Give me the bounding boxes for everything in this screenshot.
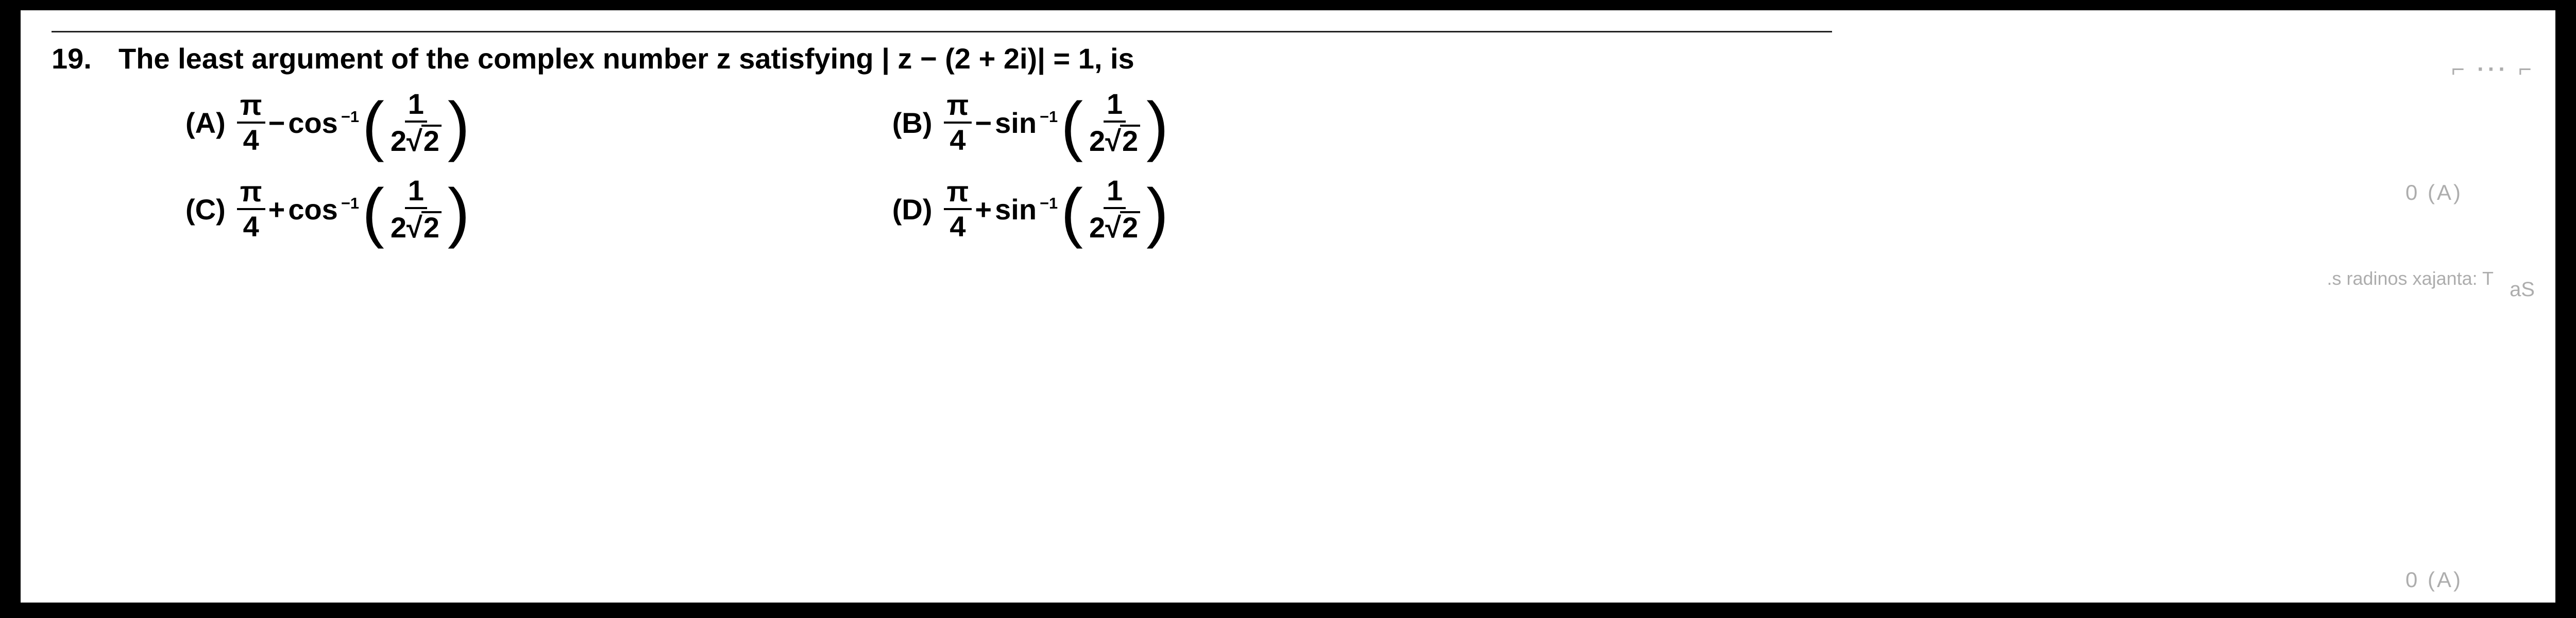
option-b-label: (B): [892, 106, 933, 140]
pi: π: [237, 91, 265, 124]
four-c: 4: [240, 210, 262, 241]
op-minus: −: [268, 106, 285, 140]
options-block: (A) π 4 − cos−1 ( 1 2√2 ): [185, 90, 2524, 242]
pi-over-4-c: π 4: [237, 177, 265, 241]
fn-cos-c: cos: [288, 193, 338, 226]
root-sym: √: [406, 127, 422, 156]
option-b: (B) π 4 − sin−1 ( 1 2√2 ): [892, 90, 1168, 156]
pi-over-4-b: π 4: [944, 91, 972, 154]
root-sym-c: √: [406, 213, 422, 242]
option-d: (D) π 4 + sin−1 ( 1 2√2 ): [892, 176, 1168, 242]
top-rule: [52, 31, 1832, 32]
sqrt-icon: √2: [406, 125, 442, 156]
bleed-text-2: .s radinos xajanta: T: [2327, 268, 2494, 289]
arg-frac-d: 1 2√2: [1086, 176, 1143, 242]
question-number: 19.: [52, 42, 98, 75]
four: 4: [240, 124, 262, 154]
inverse-sup-b: −1: [1040, 108, 1058, 126]
four-b: 4: [946, 124, 969, 154]
question-text: The least argument of the complex number…: [118, 42, 1134, 75]
one: 1: [405, 90, 427, 123]
inverse-sup: −1: [341, 108, 359, 126]
option-a-label: (A): [185, 106, 226, 140]
option-c: (C) π 4 + cos−1 ( 1 2√2 ): [185, 176, 470, 242]
op-plus-d: +: [975, 193, 992, 226]
two-a: 2: [391, 125, 406, 157]
op-plus-c: +: [268, 193, 285, 226]
question-row: 19. The least argument of the complex nu…: [52, 42, 2524, 75]
option-c-expr: π 4 + cos−1 ( 1 2√2 ): [237, 176, 470, 242]
question-equation: | z − (2 + 2i)| = 1,: [882, 42, 1102, 75]
option-c-label: (C): [185, 193, 226, 226]
question-suffix: is: [1110, 42, 1134, 75]
two-c1: 2: [391, 211, 406, 244]
sqrt-icon-c: √2: [406, 211, 442, 242]
one-d: 1: [1104, 176, 1126, 209]
arg-frac: 1 2√2: [387, 90, 445, 156]
arg-frac-b: 1 2√2: [1086, 90, 1143, 156]
inverse-sup-d: −1: [1040, 194, 1058, 213]
sqrt-icon-d: √2: [1105, 211, 1140, 242]
option-row-2: (C) π 4 + cos−1 ( 1 2√2 ): [185, 176, 2524, 242]
bleed-text-3: 0 (A): [2405, 568, 2463, 592]
pi-b: π: [944, 91, 972, 124]
option-row-1: (A) π 4 − cos−1 ( 1 2√2 ): [185, 90, 2524, 156]
pi-c: π: [237, 177, 265, 210]
pi-d: π: [944, 177, 972, 210]
two-b2: 2: [1120, 125, 1140, 156]
pi-over-4: π 4: [237, 91, 265, 154]
root-sym-b: √: [1105, 127, 1121, 156]
inverse-sup-c: −1: [341, 194, 359, 213]
option-d-label: (D): [892, 193, 933, 226]
two-b1: 2: [1089, 125, 1105, 157]
arg-frac-c: 1 2√2: [387, 176, 445, 242]
two-root-two-b: 2√2: [1086, 123, 1143, 156]
fn-cos: cos: [288, 106, 338, 140]
pi-over-4-d: π 4: [944, 177, 972, 241]
fn-sin: sin: [995, 106, 1037, 140]
root-sym-d: √: [1105, 213, 1121, 242]
fn-sin-d: sin: [995, 193, 1037, 226]
question-prefix: The least argument of the complex number…: [118, 42, 882, 75]
two-d2: 2: [1120, 211, 1140, 242]
two-c2: 2: [421, 211, 442, 242]
bleed-mark-top: ⌐ ··· ⌐: [2451, 57, 2535, 82]
bleed-text-4: aS: [2510, 278, 2535, 301]
option-a-expr: π 4 − cos−1 ( 1 2√2 ): [237, 90, 470, 156]
one-c: 1: [405, 176, 427, 209]
two-b: 2: [421, 125, 442, 156]
two-root-two: 2√2: [387, 123, 445, 156]
op-minus-b: −: [975, 106, 992, 140]
four-d: 4: [946, 210, 969, 241]
two-d1: 2: [1089, 211, 1105, 244]
option-a: (A) π 4 − cos−1 ( 1 2√2 ): [185, 90, 470, 156]
page: 19. The least argument of the complex nu…: [21, 10, 2555, 603]
one-b: 1: [1104, 90, 1126, 123]
two-root-two-c: 2√2: [387, 209, 445, 242]
bleed-text-1: 0 (A): [2405, 180, 2463, 205]
option-d-expr: π 4 + sin−1 ( 1 2√2 ): [944, 176, 1168, 242]
sqrt-icon-b: √2: [1105, 125, 1140, 156]
two-root-two-d: 2√2: [1086, 209, 1143, 242]
option-b-expr: π 4 − sin−1 ( 1 2√2 ): [944, 90, 1168, 156]
